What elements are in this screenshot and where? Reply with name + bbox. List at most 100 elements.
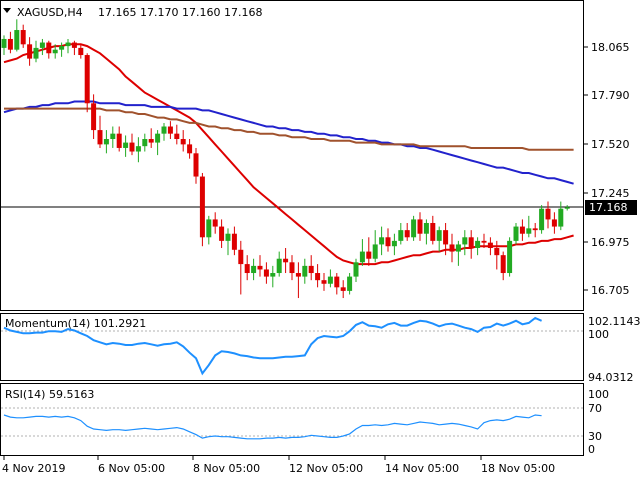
candle-body: [353, 262, 359, 277]
bear-candle: [283, 248, 289, 274]
bull-candle: [558, 201, 564, 231]
momentum-tick: 94.0312: [588, 371, 634, 384]
candle-body: [302, 265, 308, 277]
candle-body: [244, 264, 250, 274]
bear-candle: [532, 222, 538, 238]
bull-candle: [135, 137, 141, 163]
candle-body: [372, 244, 378, 259]
candle-body: [423, 222, 429, 234]
bear-candle: [321, 273, 327, 291]
candle-body: [97, 130, 103, 145]
candle-body: [295, 273, 301, 277]
candle-body: [308, 265, 314, 274]
candle-body: [167, 126, 173, 134]
rsi-tick: 70: [588, 402, 602, 415]
rsi-tick: 100: [588, 388, 609, 401]
bull-candle: [359, 239, 365, 266]
bear-candle: [129, 133, 135, 156]
momentum-tick: 100: [588, 328, 609, 341]
momentum-tick: 102.1143: [588, 315, 640, 328]
rsi-series: [3, 414, 542, 440]
candle-body: [174, 133, 180, 140]
rsi-axis: 100 70 30 0: [588, 388, 609, 456]
bull-candle: [411, 215, 417, 241]
candle-body: [475, 240, 481, 249]
candle-body: [193, 153, 199, 177]
momentum-series: [3, 316, 543, 376]
candle-body: [545, 208, 551, 220]
bull-candle: [507, 237, 513, 277]
bull-candle: [276, 251, 282, 277]
bull-candle: [1, 35, 7, 56]
bear-candle: [340, 280, 346, 299]
candle-body: [84, 55, 90, 104]
candle-body: [1, 38, 7, 48]
bear-candle: [494, 240, 500, 270]
time-axis: 4 Nov 2019 6 Nov 05:00 8 Nov 05:00 12 No…: [2, 456, 555, 475]
symbol-label: XAGUSD,H4: [17, 6, 83, 19]
bear-candle: [91, 94, 97, 140]
bear-candle: [148, 128, 154, 148]
candle-body: [526, 228, 532, 234]
momentum-line: [3, 316, 543, 376]
candle-body: [321, 280, 327, 284]
bull-candle: [475, 237, 481, 256]
bull-candle: [206, 215, 212, 245]
bear-candle: [481, 233, 487, 249]
candles: [1, 19, 570, 299]
candle-body: [142, 139, 148, 147]
bull-candle: [302, 258, 308, 284]
candle-body: [455, 244, 461, 252]
candle-body: [276, 258, 282, 274]
candle-body: [59, 46, 65, 50]
ohlc-readout: 17.165 17.170 17.160 17.168: [98, 6, 262, 19]
momentum-axis: 102.1143 100 94.0312: [588, 315, 640, 384]
time-label: 18 Nov 05:00: [481, 462, 555, 475]
time-label: 4 Nov 2019: [2, 462, 65, 475]
bear-candle: [71, 40, 77, 56]
candle-body: [462, 237, 468, 245]
bull-candle: [142, 133, 148, 152]
candle-body: [519, 226, 525, 234]
candle-body: [14, 30, 20, 50]
bear-candle: [468, 230, 474, 259]
bull-candle: [251, 258, 257, 281]
bear-candle: [46, 40, 52, 59]
candle-body: [7, 38, 13, 50]
candle-body: [340, 287, 346, 291]
candle-body: [103, 139, 109, 145]
rsi-title: RSI(14) 59.5163: [5, 388, 94, 401]
candle-body: [379, 237, 385, 245]
candle-body: [110, 133, 116, 140]
price-axis: 18.065 17.790 17.520 17.245 16.975 16.70…: [584, 41, 630, 297]
time-label: 8 Nov 05:00: [193, 462, 260, 475]
bear-candle: [404, 222, 410, 241]
candle-body: [436, 230, 442, 241]
candle-body: [487, 242, 493, 249]
rsi-tick: 30: [588, 430, 602, 443]
bull-candle: [65, 38, 71, 54]
bear-candle: [551, 212, 557, 234]
candle-body: [500, 255, 506, 274]
candle-body: [199, 176, 205, 238]
candle-body: [219, 226, 225, 241]
candle-body: [39, 42, 45, 48]
price-tick: 16.975: [591, 236, 630, 249]
bear-candle: [500, 251, 506, 281]
candle-body: [430, 222, 436, 241]
bull-candle: [225, 228, 231, 256]
price-tick: 17.245: [591, 187, 630, 200]
candle-body: [20, 30, 26, 45]
rsi-line: [3, 414, 542, 440]
candle-body: [417, 219, 423, 234]
candle-body: [494, 248, 500, 256]
bull-candle: [327, 269, 333, 288]
candle-body: [180, 139, 186, 145]
bear-candle: [84, 53, 90, 113]
candle-body: [263, 269, 269, 277]
bear-candle: [385, 228, 391, 252]
bull-candle: [103, 130, 109, 154]
symbol-dropdown-icon[interactable]: [3, 8, 11, 13]
bear-candle: [443, 222, 449, 256]
